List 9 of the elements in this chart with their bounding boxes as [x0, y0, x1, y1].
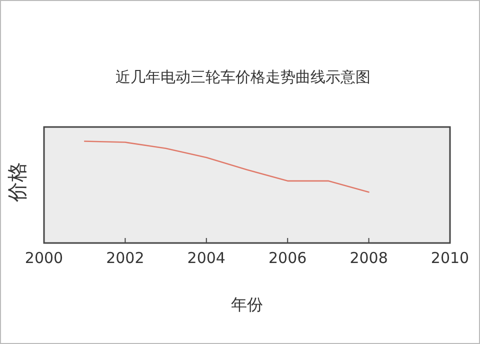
x-tick-label: 2010 [430, 249, 470, 267]
x-tick-label: 2002 [106, 249, 144, 267]
x-tick-label: 2000 [24, 249, 64, 267]
y-axis-title: 价格 [5, 162, 29, 203]
chart-title: 近几年电动三轮车价格走势曲线示意图 [116, 68, 370, 86]
x-tick-label: 2008 [350, 249, 388, 267]
x-tick-label: 2006 [268, 249, 307, 267]
x-axis-title: 年份 [231, 295, 263, 314]
x-tick-label: 2004 [187, 249, 226, 267]
